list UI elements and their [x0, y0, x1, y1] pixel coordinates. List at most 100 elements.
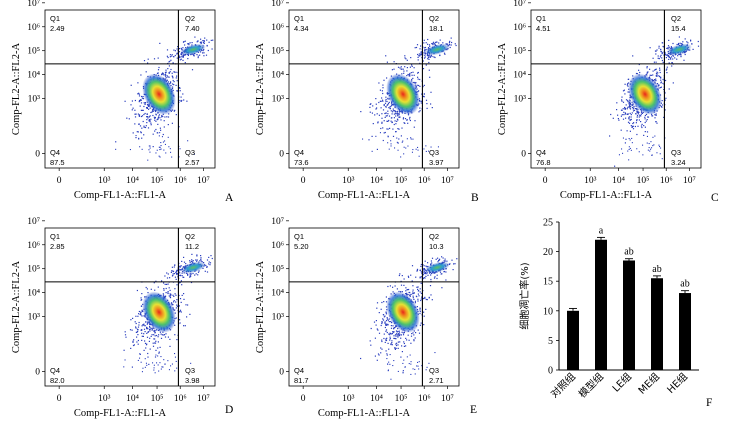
bar-3 — [651, 278, 663, 370]
panel-letter: B — [471, 192, 479, 204]
quadrant-value-q2: 10.3 — [429, 242, 444, 251]
quadrant-value-q1: 4.34 — [294, 24, 309, 33]
quadrant-value-q2: 7.40 — [185, 24, 200, 33]
y-tick-label: 10⁴ — [27, 71, 41, 81]
x-tick-label: 10⁶ — [418, 176, 431, 186]
x-axis-label: Comp-FL1-A::FL1-A — [318, 408, 411, 419]
quadrant-name-q2: Q2 — [671, 14, 681, 23]
significance-label: ab — [680, 279, 689, 290]
y-tick-label: 10⁴ — [27, 289, 41, 299]
y-tick-label: 10⁴ — [271, 289, 285, 299]
y-tick-label: 10⁵ — [271, 47, 284, 57]
x-tick-label: 10⁷ — [441, 394, 454, 404]
density-upper — [180, 43, 206, 56]
panel-letter: F — [706, 397, 712, 409]
quadrant-name-q4: Q4 — [294, 366, 304, 375]
x-tick-label: 10⁴ — [370, 394, 384, 404]
quadrant-name-q2: Q2 — [185, 232, 195, 241]
bar-2 — [623, 260, 635, 370]
category-label: ME组 — [635, 370, 662, 397]
quadrant-name-q1: Q1 — [294, 232, 304, 241]
y-tick-label: 10⁷ — [513, 0, 526, 9]
density-upper — [666, 43, 692, 56]
y-tick-label: 15 — [543, 277, 553, 288]
flow-panel-b: 0 10³ 10⁴ 10⁵ 10⁶ 10⁷ 0 10³ 10⁴ 10⁵ 10⁶ 10⁷ Comp-FL1… — [255, 0, 479, 204]
plot-frame — [530, 9, 702, 169]
x-tick-label: 10⁴ — [612, 176, 626, 186]
y-tick-label: 10⁵ — [513, 47, 526, 57]
x-tick-label: 10⁷ — [441, 176, 454, 186]
quadrant-name-q3: Q3 — [185, 148, 195, 157]
y-tick-label: 10³ — [28, 313, 41, 323]
y-tick-label: 10³ — [28, 95, 41, 105]
x-tick-label: 0 — [301, 394, 306, 404]
y-axis-label: Comp-FL2-A::FL2-A — [255, 261, 266, 354]
x-tick-label: 10⁶ — [174, 176, 187, 186]
y-axis-label: Comp-FL2-A::FL2-A — [11, 261, 22, 354]
x-tick-label: 0 — [57, 176, 62, 186]
quadrant-name-q2: Q2 — [429, 232, 439, 241]
panel-letter: A — [225, 192, 234, 204]
x-axis-label: Comp-FL1-A::FL1-A — [560, 190, 653, 201]
density-upper — [424, 261, 450, 274]
y-tick-label: 10⁶ — [271, 241, 284, 251]
y-tick-label: 20 — [543, 247, 553, 258]
quadrant-name-q1: Q1 — [536, 14, 546, 23]
y-tick-label: 0 — [279, 150, 284, 160]
panel-letter: C — [711, 192, 719, 204]
panel-letter: E — [470, 404, 477, 416]
significance-label: ab — [624, 247, 633, 258]
y-tick-label: 10⁶ — [271, 23, 284, 33]
category-label: LE组 — [609, 370, 634, 395]
y-tick-label: 10³ — [272, 95, 285, 105]
quadrant-name-q3: Q3 — [671, 148, 681, 157]
x-tick-label: 10⁴ — [126, 176, 140, 186]
y-tick-label: 5 — [548, 336, 553, 347]
quadrant-name-q2: Q2 — [429, 14, 439, 23]
y-tick-label: 10³ — [514, 95, 527, 105]
quadrant-value-q4: 73.6 — [294, 158, 309, 167]
bar-0 — [567, 310, 579, 370]
density-core — [628, 73, 662, 115]
quadrant-value-q4: 87.5 — [50, 158, 65, 167]
plot-frame — [288, 227, 460, 387]
quadrant-value-q4: 81.7 — [294, 376, 309, 385]
density-core — [386, 291, 420, 333]
quadrant-name-q4: Q4 — [50, 148, 60, 157]
flow-panel-d: 0 10³ 10⁴ 10⁵ 10⁶ 10⁷ 0 10³ 10⁴ 10⁵ 10⁶ 10⁷ Comp-FL1… — [11, 217, 233, 419]
y-tick-label: 10⁵ — [271, 265, 284, 275]
y-tick-label: 25 — [543, 218, 553, 229]
x-axis-label: Comp-FL1-A::FL1-A — [74, 408, 167, 419]
x-tick-label: 10⁷ — [683, 176, 696, 186]
density-upper — [180, 261, 206, 274]
quadrant-value-q3: 3.98 — [185, 376, 200, 385]
y-tick-label: 10⁷ — [271, 0, 284, 9]
flow-panel-e: 0 10³ 10⁴ 10⁵ 10⁶ 10⁷ 0 10³ 10⁴ 10⁵ 10⁶ 10⁷ Comp-FL1… — [255, 217, 477, 419]
plot-frame — [288, 9, 460, 169]
plot-frame — [44, 9, 216, 169]
y-tick-label: 10⁶ — [27, 241, 40, 251]
x-tick-label: 10⁵ — [637, 176, 650, 186]
x-tick-label: 0 — [301, 176, 306, 186]
density-core — [142, 73, 176, 115]
x-tick-label: 10⁴ — [370, 176, 384, 186]
y-tick-label: 10⁴ — [271, 71, 285, 81]
x-tick-label: 0 — [543, 176, 548, 186]
quadrant-value-q1: 5.20 — [294, 242, 309, 251]
y-tick-label: 10⁵ — [27, 47, 40, 57]
x-tick-label: 10⁴ — [126, 394, 140, 404]
quadrant-value-q2: 11.2 — [185, 242, 199, 251]
bar-4 — [679, 293, 691, 370]
y-axis-label: 细胞凋亡率(%) — [518, 262, 531, 329]
x-axis-label: Comp-FL1-A::FL1-A — [74, 190, 167, 201]
x-tick-label: 10⁶ — [174, 394, 187, 404]
density-core — [386, 73, 420, 115]
y-axis-label: Comp-FL2-A::FL2-A — [255, 43, 266, 136]
quadrant-name-q4: Q4 — [50, 366, 60, 375]
category-label: HE组 — [664, 370, 690, 396]
quadrant-value-q2: 15.4 — [671, 24, 686, 33]
x-tick-label: 10⁵ — [395, 394, 408, 404]
x-tick-label: 10⁷ — [197, 394, 210, 404]
quadrant-name-q3: Q3 — [185, 366, 195, 375]
quadrant-value-q3: 2.71 — [429, 376, 444, 385]
